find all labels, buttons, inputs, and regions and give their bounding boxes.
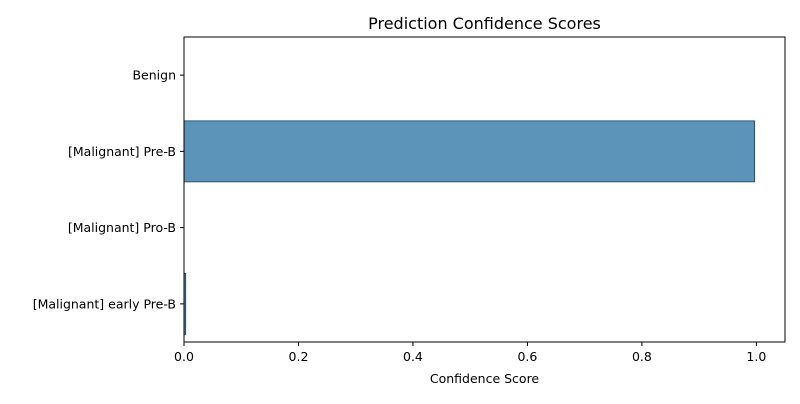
x-axis-label: Confidence Score	[430, 371, 540, 386]
x-tick-label: 0.8	[632, 349, 652, 364]
x-axis: 0.0 0.2 0.4 0.6 0.8 1.0	[174, 342, 766, 364]
x-tick-label: 0.6	[517, 349, 537, 364]
y-tick-label: [Malignant] Pro-B	[68, 220, 176, 235]
y-axis: Benign [Malignant] Pre-B [Malignant] Pro-B…	[33, 68, 184, 311]
x-tick-label: 1.0	[746, 349, 766, 364]
y-tick-label: [Malignant] early Pre-B	[33, 296, 176, 311]
x-tick-label: 0.2	[289, 349, 309, 364]
x-tick-label: 0.0	[174, 349, 194, 364]
x-tick-label: 0.4	[403, 349, 423, 364]
bars-group	[183, 120, 756, 335]
y-tick-label: [Malignant] Pre-B	[68, 144, 176, 159]
bar-1	[183, 120, 756, 183]
y-tick-label: Benign	[132, 68, 176, 83]
plot-frame	[183, 36, 786, 343]
chart-title: Prediction Confidence Scores	[368, 14, 601, 33]
